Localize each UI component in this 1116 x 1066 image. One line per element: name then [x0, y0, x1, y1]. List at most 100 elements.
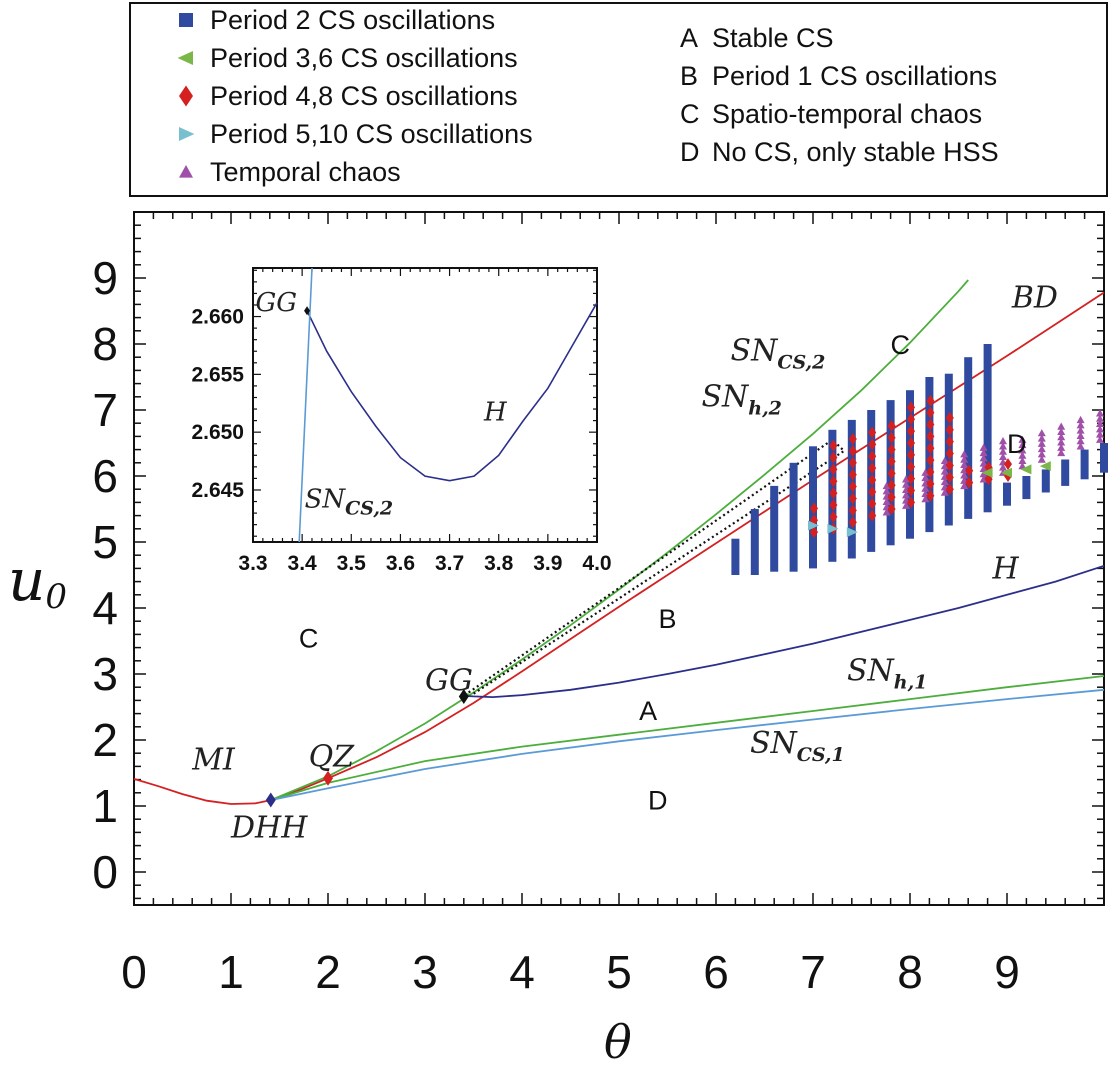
- chaos-marker: [921, 468, 930, 476]
- inset-x-tick-label: 3.4: [288, 552, 318, 575]
- inset-annotations: GG H SNCS,2: [255, 288, 508, 520]
- annotation-subscript: CS,2: [345, 497, 393, 519]
- period510-marker: [846, 527, 858, 538]
- legend-label: Period 2 CS oscillations: [210, 5, 495, 35]
- legend-label: Period 4,8 CS oscillations: [210, 81, 518, 111]
- main-ticks: [133, 211, 1105, 905]
- chaos-marker: [1057, 443, 1066, 451]
- period48-marker: [848, 504, 857, 517]
- period36-marker: [1020, 464, 1032, 475]
- period48-marker: [829, 475, 838, 488]
- inset-y-tick-label: 2.650: [191, 421, 244, 444]
- period2-column: [1022, 476, 1031, 500]
- period2-column: [925, 377, 934, 533]
- legend-region-label: Stable CS: [712, 23, 834, 53]
- legend-marker-triangle-up-icon: [179, 165, 193, 178]
- period48-marker: [868, 473, 877, 486]
- x-tick-label: 1: [218, 946, 244, 998]
- main-oscillation-markers: [731, 344, 1108, 575]
- chaos-marker: [940, 488, 949, 496]
- period2-column: [750, 509, 759, 575]
- chaos-marker: [1018, 456, 1027, 465]
- legend-region-label: Spatio-temporal chaos: [712, 99, 982, 129]
- inset-y-tick-label: 2.645: [191, 479, 244, 502]
- period48-marker: [965, 476, 974, 489]
- chaos-marker: [1018, 440, 1027, 449]
- chaos-marker: [882, 497, 891, 505]
- chaos-marker: [979, 443, 988, 451]
- annotation-text: BD: [1011, 281, 1058, 316]
- legend-region-letter: D: [680, 137, 700, 167]
- legend-markers: Period 2 CS oscillations Period 3,6 CS os…: [177, 5, 533, 187]
- period48-marker: [945, 471, 954, 484]
- period48-marker: [868, 485, 877, 498]
- legend-marker-diamond-icon: [179, 85, 193, 107]
- period48-marker: [848, 468, 857, 481]
- chaos-marker: [960, 481, 969, 490]
- period2-column: [964, 357, 973, 519]
- period48-marker: [848, 444, 857, 457]
- annotation-text: GG: [255, 288, 297, 318]
- chaos-marker: [1076, 437, 1085, 445]
- period48-marker: [926, 477, 935, 490]
- period2-column: [1003, 482, 1011, 506]
- period2-column: [1041, 469, 1050, 493]
- annotation-sn: SNh,2: [701, 380, 781, 420]
- chaos-marker: [940, 477, 949, 486]
- y-tick-label: 6: [92, 450, 118, 502]
- main-curves: [133, 279, 1105, 808]
- period510-marker: [808, 520, 819, 531]
- x-tick-label: 9: [994, 946, 1020, 998]
- chaos-marker: [979, 459, 988, 467]
- inset-curve-h: [306, 302, 598, 482]
- period48-marker: [907, 413, 915, 426]
- annotation-gg: GG: [425, 664, 473, 699]
- period48-marker: [887, 503, 896, 515]
- chaos-marker: [1076, 421, 1085, 429]
- inset-x-tick-label: 3.8: [484, 552, 514, 575]
- legend-region-label: Period 1 CS oscillations: [712, 61, 997, 91]
- annotation-text: H: [991, 551, 1019, 586]
- chaos-marker: [902, 501, 910, 509]
- period48-marker: [1004, 458, 1012, 471]
- period48-marker: [926, 489, 935, 502]
- chaos-marker: [1076, 426, 1085, 434]
- y-tick-label: 1: [92, 780, 118, 832]
- y-tick-label: 2: [92, 714, 118, 766]
- chaos-marker: [1037, 444, 1046, 453]
- chaos-marker: [999, 452, 1007, 461]
- chaos-marker: [979, 448, 988, 457]
- period48-marker: [907, 496, 915, 509]
- chaos-marker: [1096, 409, 1104, 417]
- chaos-marker: [921, 495, 930, 503]
- period48-marker: [887, 443, 896, 456]
- period48-marker: [848, 456, 857, 469]
- x-tick-label: 2: [315, 946, 341, 998]
- period2-column: [770, 485, 779, 572]
- period48-marker: [868, 426, 877, 439]
- annotation-text: SN: [847, 654, 896, 689]
- chaos-marker: [1096, 425, 1104, 433]
- inset-ticks: [252, 268, 598, 542]
- region-label: D: [1007, 429, 1027, 459]
- inset-annotation-gg: GG: [255, 288, 297, 318]
- chaos-marker: [1018, 435, 1027, 443]
- x-tick-label: 5: [606, 946, 632, 998]
- annotation-qz: QZ: [309, 739, 356, 774]
- period48-marker: [907, 484, 915, 497]
- period2-column: [731, 538, 740, 575]
- region-label: B: [658, 604, 676, 634]
- period36-marker: [1001, 467, 1012, 478]
- zoom-box: [468, 438, 846, 695]
- y-tick-label: 4: [92, 582, 118, 634]
- inset-x-tick-label: 3.5: [337, 552, 367, 575]
- point-dhh: [265, 792, 276, 808]
- period2-column: [1061, 459, 1070, 486]
- chaos-marker: [960, 460, 969, 468]
- chaos-marker: [999, 442, 1007, 450]
- period48-marker: [868, 450, 877, 463]
- period48-marker: [945, 483, 954, 496]
- inset-tick-labels: 3.3 3.4 3.5 3.6 3.7 3.8 3.9 4.0 2.660 2.655 2.650 2…: [191, 306, 611, 575]
- period2-column: [789, 462, 798, 572]
